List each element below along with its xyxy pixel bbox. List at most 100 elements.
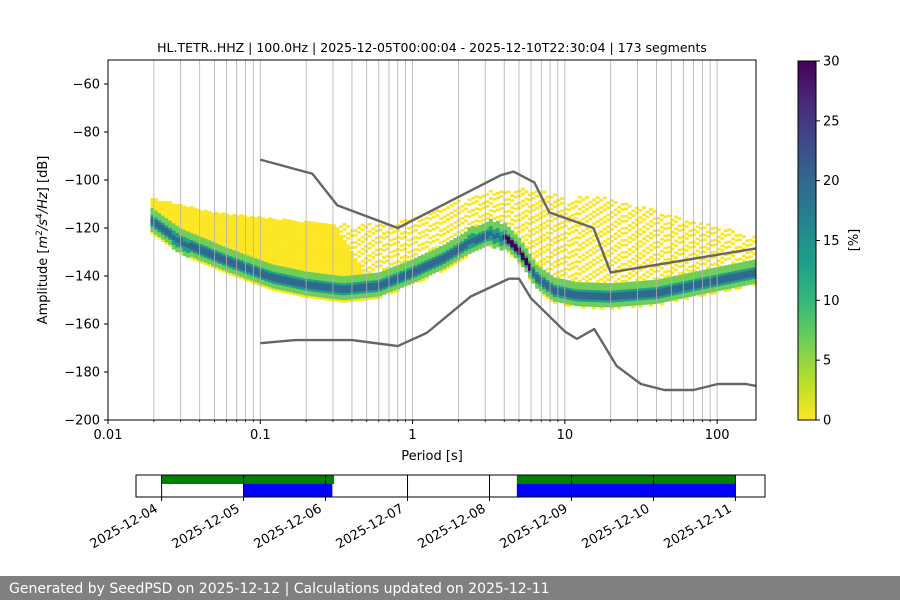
heatmap-cell	[321, 239, 326, 243]
heatmap-cell	[606, 295, 611, 298]
heatmap-cell	[406, 267, 411, 271]
heatmap-cell	[264, 249, 269, 253]
heatmap-cell	[342, 227, 347, 231]
heatmap-cell	[492, 238, 497, 242]
heatmap-cell	[606, 283, 611, 286]
heatmap-cell	[285, 240, 290, 244]
heatmap-cell	[399, 273, 404, 276]
heatmap-cell	[239, 257, 244, 261]
psd-figure: HL.TETR..HHZ | 100.0Hz | 2025-12-05T00:0…	[35, 40, 862, 552]
heatmap-cell	[203, 257, 208, 261]
heatmap-cell	[371, 289, 376, 293]
heatmap-cell	[656, 257, 661, 261]
heatmap-cell	[588, 241, 593, 245]
heatmap-cell	[695, 283, 700, 286]
heatmap-cell	[203, 221, 208, 225]
heatmap-cell	[346, 256, 351, 259]
heatmap-cell	[332, 274, 337, 278]
heatmap-cell	[357, 293, 362, 297]
heatmap-cell	[367, 292, 372, 296]
heatmap-cell	[389, 279, 394, 283]
heatmap-cell	[442, 251, 447, 255]
heatmap-cell	[585, 219, 589, 223]
heatmap-cell	[624, 207, 629, 211]
heatmap-cell	[260, 241, 265, 244]
heatmap-cell	[570, 225, 575, 229]
heatmap-cell	[438, 217, 443, 221]
heatmap-cell	[353, 245, 358, 249]
heatmap-cell	[699, 258, 703, 262]
heatmap-cell	[154, 203, 158, 206]
coverage-bar-blue	[243, 484, 326, 497]
heatmap-cell	[684, 244, 689, 248]
heatmap-cell	[303, 292, 308, 296]
heatmap-cell	[617, 246, 622, 250]
heatmap-cell	[720, 285, 725, 288]
heatmap-cell	[752, 261, 757, 265]
heatmap-cell	[182, 234, 187, 238]
heatmap-cell	[264, 218, 269, 222]
heatmap-cell	[228, 227, 233, 230]
heatmap-cell	[542, 286, 547, 290]
heatmap-cell	[549, 231, 554, 235]
heatmap-cell	[406, 251, 411, 254]
heatmap-cell	[670, 290, 675, 294]
heatmap-cell	[570, 237, 575, 241]
heatmap-cell	[225, 216, 230, 219]
heatmap-cell	[488, 221, 493, 224]
heatmap-cell	[488, 245, 493, 248]
heatmap-cell	[513, 253, 518, 256]
heatmap-cell	[268, 234, 272, 237]
heatmap-cell	[278, 232, 283, 235]
heatmap-cell	[406, 282, 411, 286]
heatmap-cell	[360, 276, 365, 280]
heatmap-cell	[292, 287, 297, 291]
heatmap-cell	[474, 236, 479, 239]
heatmap-cell	[649, 220, 654, 223]
heatmap-cell	[631, 209, 636, 213]
heatmap-cell	[239, 264, 244, 268]
heatmap-cell	[324, 252, 329, 255]
heatmap-cell	[538, 223, 543, 227]
heatmap-cell	[225, 213, 230, 217]
heatmap-cell	[381, 268, 386, 271]
heatmap-cell	[656, 276, 661, 280]
heatmap-cell	[367, 258, 372, 262]
heatmap-cell	[649, 268, 654, 271]
heatmap-cell	[211, 224, 215, 228]
heatmap-cell	[335, 284, 340, 288]
heatmap-cell	[549, 279, 554, 283]
heatmap-cell	[699, 279, 703, 283]
heatmap-cell	[588, 205, 593, 209]
heatmap-cell	[738, 274, 743, 278]
heatmap-cell	[723, 270, 728, 273]
heatmap-cell	[435, 264, 440, 268]
heatmap-cell	[438, 229, 443, 233]
heatmap-cell	[321, 225, 326, 229]
heatmap-cell	[577, 260, 582, 264]
heatmap-cell	[549, 284, 554, 288]
heatmap-cell	[552, 253, 557, 257]
heatmap-cell	[478, 196, 483, 199]
heatmap-cell	[520, 257, 525, 260]
heatmap-cell	[314, 265, 319, 268]
heatmap-cell	[727, 283, 732, 287]
heatmap-cell	[278, 272, 283, 276]
heatmap-cell	[531, 276, 536, 279]
heatmap-cell	[460, 240, 465, 244]
heatmap-cell	[453, 259, 458, 263]
heatmap-cell	[602, 302, 607, 305]
heatmap-cell	[292, 244, 297, 248]
heatmap-cell	[175, 208, 180, 212]
heatmap-cell	[246, 245, 251, 249]
heatmap-cell	[503, 229, 508, 233]
heatmap-cell	[659, 297, 664, 301]
heatmap-cell	[631, 250, 636, 253]
heatmap-cell	[677, 274, 682, 278]
heatmap-cell	[620, 231, 625, 235]
heatmap-cell	[734, 258, 739, 262]
heatmap-cell	[620, 219, 625, 223]
heatmap-cell	[228, 270, 233, 273]
heatmap-cell	[324, 254, 329, 258]
heatmap-cell	[563, 293, 568, 297]
